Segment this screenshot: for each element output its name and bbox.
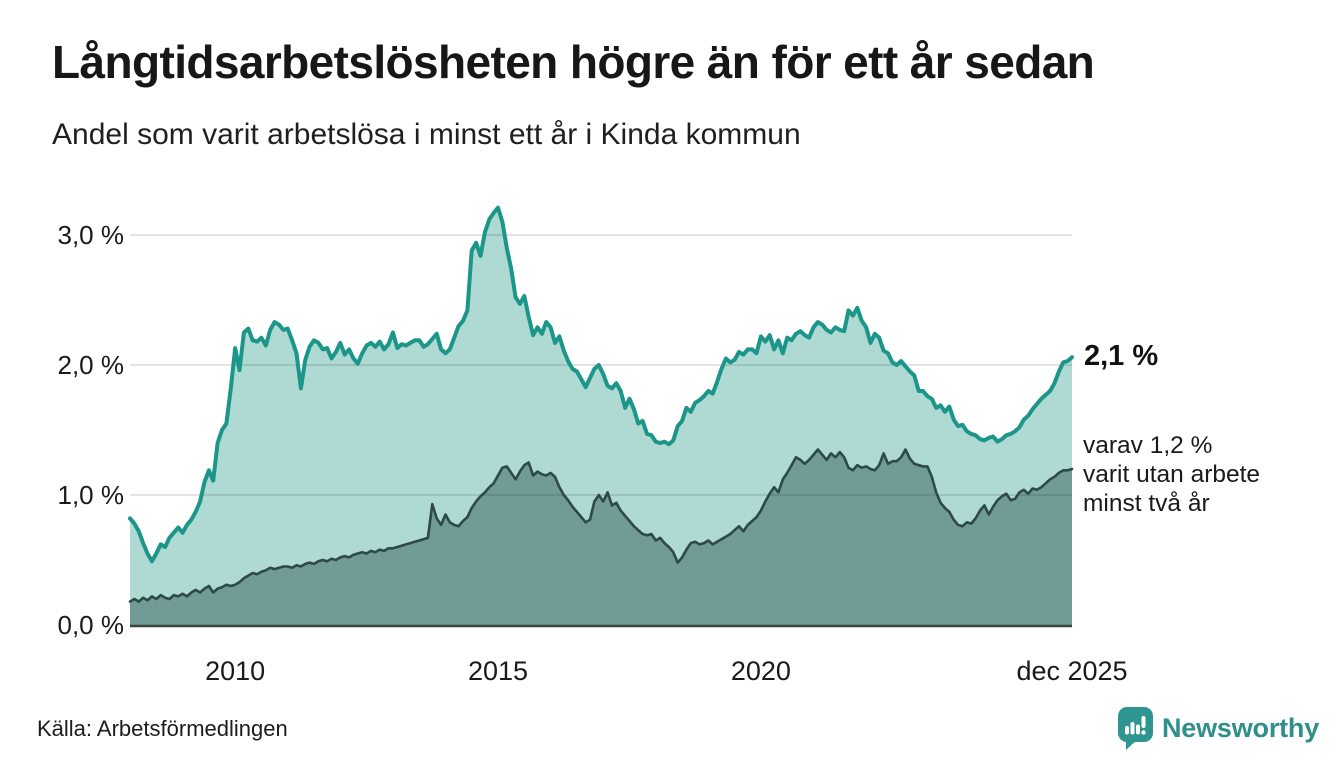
bar-chart-speech-bubble-icon	[1118, 707, 1153, 750]
breakdown-line: minst två år	[1083, 490, 1210, 517]
line-total	[128, 205, 1074, 564]
latest-value-label: 2,1 %	[1084, 340, 1159, 372]
x-tick-label: 2015	[467, 656, 529, 686]
line-two-plus-years	[128, 448, 1074, 603]
x-tick-label: 2020	[730, 656, 791, 686]
brand-name: Newsworthy	[1162, 712, 1320, 743]
x-tick-label: 2010	[205, 656, 266, 686]
x-tick-label: dec 2025	[1016, 656, 1128, 686]
breakdown-line: varav 1,2 %	[1083, 432, 1213, 459]
area-two-plus-years-fill	[130, 449, 1072, 625]
brand-logo: Newsworthy	[1117, 705, 1319, 751]
source-note: Källa: Arbetsförmedlingen	[37, 716, 288, 741]
y-tick-label: 1,0 %	[57, 480, 125, 510]
y-tick-label: 0,0 %	[57, 610, 125, 640]
page-subtitle: Andel som varit arbetslösa i minst ett å…	[52, 118, 801, 151]
breakdown-annotation: varav 1,2 % varit utan arbete minst två …	[1083, 431, 1260, 518]
y-tick-label: 3,0 %	[57, 220, 125, 250]
y-tick-label: 2,0 %	[57, 350, 125, 380]
page-title: Långtidsarbetslösheten högre än för ett …	[52, 36, 1095, 88]
breakdown-line: varit utan arbete	[1083, 461, 1261, 488]
